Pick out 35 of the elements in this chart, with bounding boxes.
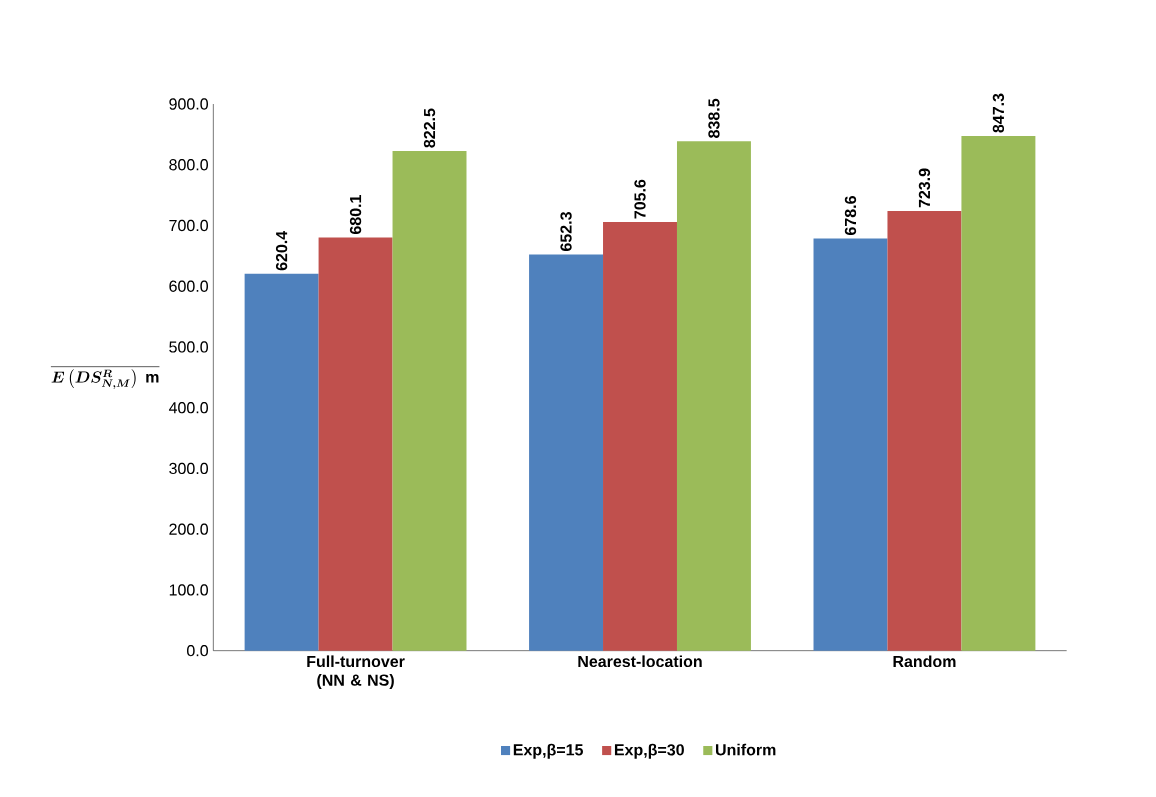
y-tick-label: 800.0 [169,158,209,171]
x-tick-label: Nearest-location [578,655,702,667]
legend-label: Exp,β=15 [513,743,583,759]
x-tick-label: Full-turnover (NN & NS) [307,655,405,689]
y-axis-title: $\overline{\boldsymbol{E\left(DS_{N,M}^{R}\right)}\ \mathbf{m}}$ [50,366,160,389]
x-tick-label: Random [893,655,956,667]
y-tick-label: 700.0 [169,219,209,231]
y-tick-label: 600.0 [169,280,209,292]
bar [392,150,467,651]
y-tick-label: 500.0 [169,341,209,353]
data-label: 705.6 [634,179,646,219]
bar [603,221,677,651]
legend-label: Exp,β=30 [614,743,684,759]
bar [244,273,319,651]
y-tick-label: 300.0 [169,462,209,474]
data-label: 822.5 [423,108,436,148]
y-tick-label: 900.0 [169,98,209,110]
bar [813,238,888,651]
data-label: 838.5 [708,98,720,138]
data-label: 678.6 [844,195,857,235]
y-tick-label: 200.0 [169,523,209,535]
data-label: 723.9 [918,168,931,208]
data-label: 652.3 [560,211,572,251]
bar [529,254,604,651]
bar [676,141,751,651]
legend-label: Uniform [715,743,776,756]
data-label: 620.4 [275,230,288,271]
bar [961,135,1036,651]
data-label: 847.3 [992,93,1005,133]
bar [318,237,393,651]
y-tick-label: 0.0 [187,644,209,657]
data-label: 680.1 [349,194,362,234]
bar [887,210,962,651]
y-tick-label: 400.0 [168,401,209,414]
y-tick-label: 100.0 [169,584,209,596]
